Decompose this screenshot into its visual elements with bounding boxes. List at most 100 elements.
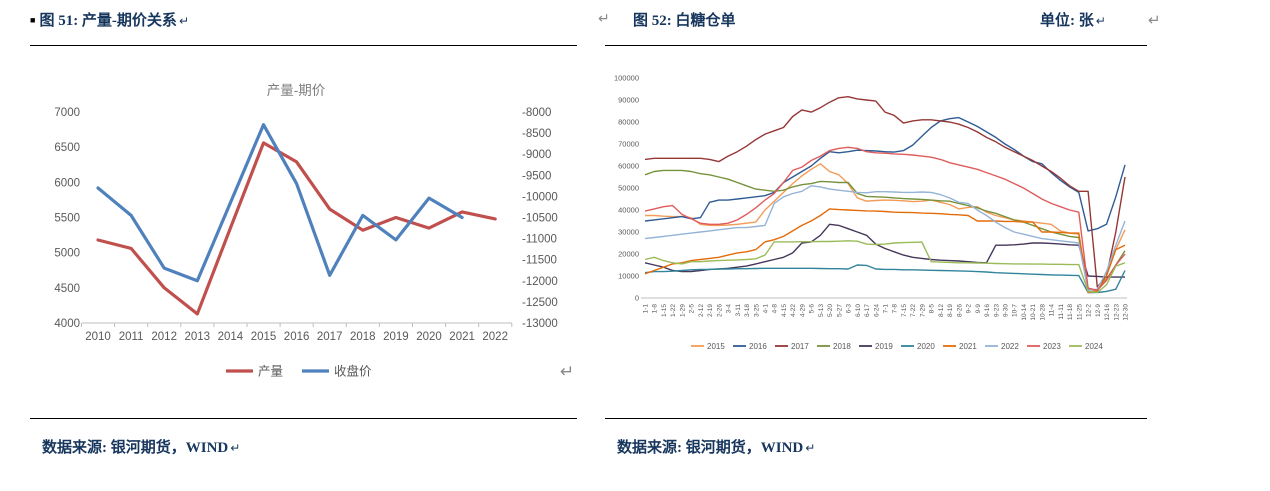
right-axis-tick-label: -12000 (522, 276, 558, 288)
x-axis-label: 10-28 (1039, 304, 1046, 321)
x-axis-label: 1-8 (652, 304, 659, 314)
x-axis-label: 2017 (317, 331, 343, 343)
x-axis-label: 2013 (185, 331, 211, 343)
return-mark-icon: ↵ (805, 441, 816, 455)
x-axis-label: 7-29 (919, 304, 926, 317)
x-axis-label: 2010 (85, 331, 111, 343)
x-axis-label: 9-2 (966, 304, 973, 314)
x-axis-label: 10-21 (1030, 304, 1037, 321)
series-line-2023 (644, 146, 1126, 292)
x-axis-label: 9-23 (993, 304, 1000, 317)
x-axis-label: 2-5 (689, 304, 696, 314)
x-axis-label: 2019 (383, 331, 409, 343)
x-axis-label: 3-4 (726, 304, 733, 314)
legend-label-2020: 2020 (917, 342, 935, 351)
x-axis-label: 2015 (251, 331, 277, 343)
x-axis-label: 4-15 (781, 304, 788, 317)
paragraph-mark-icon: ↵ (560, 362, 575, 382)
x-axis-label: 4-29 (799, 304, 806, 317)
x-axis-label: 12-23 (1113, 304, 1120, 321)
paragraph-mark-icon: ↵ (598, 11, 610, 27)
right-axis-tick-label: -8500 (522, 128, 551, 140)
legend-label-2023: 2023 (1043, 342, 1061, 351)
x-axis-label: 2018 (350, 331, 376, 343)
fig51-bottom-border (30, 418, 577, 419)
fig52-unit-label: 单位: 张 ↵ (1040, 9, 1106, 30)
x-axis-label: 6-17 (864, 304, 871, 317)
legend-label-2017: 2017 (791, 342, 809, 351)
fig51-top-border (30, 45, 577, 46)
x-axis-label: 5-13 (818, 304, 825, 317)
x-axis-label: 4-8 (772, 304, 779, 314)
series-line-2018 (644, 169, 1126, 292)
x-axis-label: 8-19 (947, 304, 954, 317)
y-axis-tick-label: 10000 (618, 272, 639, 281)
x-axis-label: 3-11 (735, 304, 742, 317)
x-axis-label: 10-7 (1012, 304, 1019, 317)
y-axis-tick-label: 100000 (614, 74, 639, 83)
return-mark-icon: ↵ (230, 441, 241, 455)
paragraph-mark-icon: ↵ (1148, 11, 1161, 29)
chart51-title: 产量-期价 (267, 83, 326, 98)
series-line-2016 (644, 116, 1126, 232)
x-axis-label: 6-3 (846, 304, 853, 314)
x-axis-label: 5-27 (836, 304, 843, 317)
x-axis-label: 2022 (482, 331, 508, 343)
x-axis-label: 6-10 (855, 304, 862, 317)
x-axis-label: 7-22 (910, 304, 917, 317)
series-line-2017 (644, 96, 1126, 288)
fig52-caption: 图 52: 白糖仓单 (633, 9, 736, 30)
x-axis-label: 11-18 (1067, 304, 1074, 321)
fig52-bottom-border (605, 418, 1147, 419)
right-axis-tick-label: -10000 (522, 191, 558, 203)
y-axis-tick-label: 90000 (618, 96, 639, 105)
x-axis-label: 10-14 (1021, 304, 1028, 321)
x-axis-label: 7-8 (892, 304, 899, 314)
y-axis-tick-label: 70000 (618, 140, 639, 149)
fig51-source-text: 数据来源: 银河期货，WIND (42, 440, 229, 456)
legend-label-2021: 2021 (959, 342, 977, 351)
right-axis-tick-label: -9000 (522, 149, 551, 161)
series-line-2022 (644, 185, 1126, 292)
fig52-caption-text: 图 52: 白糖仓单 (633, 13, 736, 29)
x-axis-label: 12-2 (1086, 304, 1093, 317)
x-axis-label: 8-26 (956, 304, 963, 317)
legend-label-2022: 2022 (1001, 342, 1019, 351)
series-line-2024 (644, 240, 1126, 294)
series-line-2020 (644, 264, 1126, 294)
right-axis-tick-label: -11500 (522, 255, 557, 267)
x-axis-label: 11-25 (1076, 304, 1083, 321)
fig52-source: 数据来源: 银河期货，WIND ↵ (617, 436, 815, 457)
x-axis-label: 2-12 (698, 304, 705, 317)
x-axis-label: 5-20 (827, 304, 834, 317)
right-axis-tick-label: -11000 (522, 234, 557, 246)
x-axis-label: 1-22 (670, 304, 677, 317)
x-axis-label: 12-30 (1123, 304, 1130, 321)
y-axis-tick-label: 40000 (618, 206, 639, 215)
x-axis-label: 5-6 (809, 304, 816, 314)
left-axis-tick-label: 5500 (54, 213, 80, 225)
return-mark-icon: ↵ (1095, 14, 1106, 28)
series-line-收盘价 (96, 123, 464, 283)
x-axis-label: 2016 (284, 331, 310, 343)
x-axis-label: 3-25 (753, 304, 760, 317)
x-axis-label: 9-9 (975, 304, 982, 314)
y-axis-tick-label: 30000 (618, 228, 639, 237)
right-axis-tick-label: -12500 (522, 297, 558, 309)
x-axis-label: 2-19 (707, 304, 714, 317)
x-axis-label: 2021 (449, 331, 475, 343)
fig52-top-border (605, 45, 1147, 46)
x-axis-label: 2011 (119, 331, 144, 343)
x-axis-label: 1-15 (661, 304, 668, 317)
x-axis-label: 4-1 (763, 304, 770, 314)
fig51-chart: 产量-期价 7000 6500 6000 5500 5000 4500 4000 -8000 -8… (54, 83, 558, 379)
y-axis-tick-label: 50000 (618, 184, 639, 193)
right-axis-tick-label: -13000 (522, 318, 558, 330)
x-axis-label: 3-18 (744, 304, 751, 317)
x-axis-label: 1-29 (679, 304, 686, 317)
x-axis-label: 9-16 (984, 304, 991, 317)
list-bullet-icon: ■ (30, 15, 36, 25)
left-axis-tick-label: 6500 (54, 142, 80, 154)
legend-label-2019: 2019 (875, 342, 893, 351)
